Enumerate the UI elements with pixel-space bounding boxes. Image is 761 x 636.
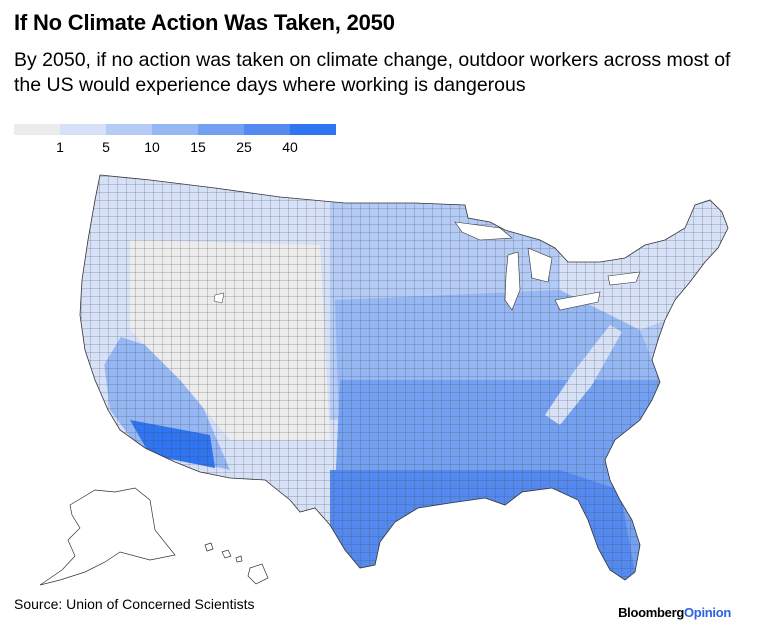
map-fill-regions <box>80 175 728 580</box>
chart-subtitle: By 2050, if no action was taken on clima… <box>14 49 731 96</box>
brand-part-1: Bloomberg <box>618 605 684 620</box>
lake-erie <box>554 291 601 311</box>
lake-huron <box>527 247 553 283</box>
legend-bar <box>14 124 344 135</box>
bloomberg-opinion-logo: BloombergOpinion <box>618 605 731 620</box>
legend-swatch-3 <box>152 124 198 135</box>
legend-label-25: 25 <box>236 139 252 155</box>
legend-swatch-4 <box>198 124 244 135</box>
lake-ontario <box>607 271 641 286</box>
legend-swatch-6 <box>290 124 336 135</box>
hawaii-islands <box>204 542 269 585</box>
chart-title: If No Climate Action Was Taken, 2050 <box>14 10 395 35</box>
legend-swatch-1 <box>60 124 106 135</box>
legend-label-10: 10 <box>144 139 160 155</box>
lake-superior <box>454 221 513 241</box>
legend-label-15: 15 <box>190 139 206 155</box>
legend-label-5: 5 <box>102 139 110 155</box>
legend-swatch-2 <box>106 124 152 135</box>
great-salt-lake <box>213 292 225 304</box>
legend-label-40: 40 <box>282 139 298 155</box>
county-borders <box>80 175 728 580</box>
alaska-outline <box>39 487 176 586</box>
us-county-map <box>39 174 729 586</box>
color-legend: 1 5 10 15 25 40 <box>14 124 344 155</box>
legend-swatch-5 <box>244 124 290 135</box>
legend-swatch-0 <box>14 124 60 135</box>
legend-labels: 1 5 10 15 25 40 <box>14 135 344 155</box>
brand-part-2: Opinion <box>684 605 731 620</box>
lake-michigan <box>504 251 521 311</box>
source-note: Source: Union of Concerned Scientists <box>14 596 255 612</box>
legend-label-1: 1 <box>56 139 64 155</box>
